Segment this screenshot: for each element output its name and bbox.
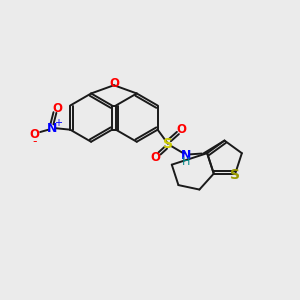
Text: +: + [53, 118, 62, 128]
Text: -: - [32, 135, 37, 148]
Text: S: S [163, 137, 173, 151]
Text: N: N [181, 148, 191, 161]
Text: O: O [176, 123, 187, 136]
Text: O: O [29, 128, 39, 141]
Text: H: H [182, 157, 190, 167]
Text: S: S [230, 168, 240, 182]
Text: O: O [109, 77, 119, 90]
Text: O: O [52, 102, 62, 115]
Text: O: O [150, 151, 160, 164]
Text: N: N [47, 122, 57, 135]
